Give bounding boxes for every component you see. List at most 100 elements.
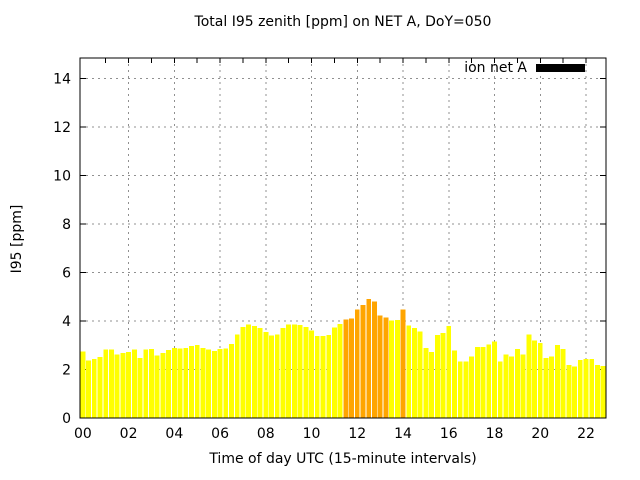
bar-18:00 — [492, 341, 497, 418]
bar-04:45 — [189, 346, 194, 418]
bar-05:45 — [211, 350, 217, 418]
bar-01:45 — [120, 352, 126, 418]
bar-12:45 — [372, 301, 377, 418]
x-tick-label: 06 — [211, 426, 229, 442]
bar-19:00 — [514, 348, 520, 418]
bar-14:00 — [400, 309, 406, 418]
bar-05:30 — [206, 349, 212, 418]
bar-02:00 — [126, 352, 132, 418]
bar-17:30 — [480, 347, 486, 418]
bar-10:30 — [320, 335, 326, 418]
bar-17:00 — [469, 356, 475, 418]
y-tick-label: 10 — [53, 168, 71, 184]
chart-title: Total I95 zenith [ppm] on NET A, DoY=050 — [194, 14, 492, 30]
bar-15:45 — [440, 332, 446, 418]
bar-17:45 — [486, 344, 492, 418]
legend-swatch — [536, 64, 585, 72]
bar-21:45 — [577, 359, 583, 418]
bar-12:15 — [360, 305, 366, 418]
x-tick-label: 22 — [577, 426, 595, 442]
bar-06:30 — [229, 344, 234, 418]
y-tick-label: 0 — [62, 411, 71, 427]
bar-10:45 — [326, 334, 332, 418]
bar-14:30 — [412, 328, 417, 418]
bar-12:00 — [354, 309, 360, 418]
bar-11:15 — [337, 323, 343, 418]
bar-11:30 — [343, 319, 349, 418]
x-tick-label: 12 — [348, 426, 366, 442]
bar-07:15 — [246, 324, 252, 418]
bar-00:15 — [86, 360, 92, 418]
x-tick-label: 02 — [120, 426, 138, 442]
bar-20:30 — [549, 356, 555, 418]
bar-18:15 — [497, 361, 503, 418]
bar-08:45 — [280, 328, 286, 418]
bar-04:15 — [177, 348, 183, 418]
bar-04:30 — [183, 347, 189, 418]
x-tick-label: 20 — [531, 426, 549, 442]
bar-09:30 — [297, 324, 303, 418]
y-tick-label: 4 — [62, 314, 71, 330]
bar-15:30 — [434, 335, 440, 418]
bar-13:30 — [389, 320, 395, 418]
bar-00:00 — [80, 351, 86, 418]
plot-frame — [79, 57, 607, 419]
legend: ion net A — [464, 61, 585, 75]
bar-13:15 — [383, 317, 389, 418]
y-tick-label: 14 — [53, 71, 71, 87]
bar-21:00 — [560, 348, 566, 418]
bar-08:15 — [269, 335, 274, 418]
bar-06:45 — [234, 334, 240, 418]
x-tick-label: 14 — [394, 426, 412, 442]
bar-05:15 — [200, 347, 206, 418]
bar-11:45 — [349, 318, 355, 418]
bar-16:00 — [446, 326, 452, 418]
bar-13:45 — [394, 320, 400, 418]
x-tick-label: 08 — [257, 426, 275, 442]
bar-03:00 — [149, 348, 154, 418]
bar-20:00 — [537, 342, 543, 418]
bar-12:30 — [366, 299, 372, 418]
bar-22:00 — [583, 359, 589, 418]
x-axis-label: Time of day UTC (15-minute intervals) — [209, 451, 477, 467]
bar-10:15 — [314, 335, 320, 418]
bar-04:00 — [171, 347, 177, 418]
bar-06:15 — [223, 348, 229, 418]
bar-07:45 — [257, 328, 263, 418]
bar-14:45 — [417, 331, 423, 418]
bar-10:00 — [309, 330, 314, 418]
bar-19:30 — [526, 334, 532, 418]
bar-09:00 — [286, 324, 292, 418]
bar-19:15 — [520, 354, 526, 418]
bar-16:15 — [452, 350, 457, 418]
bar-07:00 — [240, 327, 246, 418]
bar-03:15 — [154, 355, 160, 418]
bar-22:30 — [594, 364, 600, 418]
bar-21:30 — [572, 366, 577, 418]
bar-03:45 — [166, 350, 172, 418]
bar-11:00 — [331, 327, 337, 418]
bar-15:15 — [429, 352, 435, 418]
y-tick-label: 8 — [62, 217, 71, 233]
bar-05:00 — [194, 345, 200, 418]
bar-21:15 — [566, 364, 572, 418]
bar-02:30 — [137, 358, 143, 418]
bar-00:30 — [91, 358, 97, 418]
y-tick-label: 12 — [53, 120, 71, 136]
x-tick-label: 18 — [486, 426, 504, 442]
y-tick-label: 6 — [62, 265, 71, 281]
x-tick-label: 10 — [303, 426, 321, 442]
bar-01:30 — [114, 354, 120, 418]
bar-18:30 — [503, 354, 509, 418]
bar-08:00 — [263, 331, 269, 418]
bar-19:45 — [532, 340, 537, 418]
y-tick-label: 2 — [62, 362, 71, 378]
bar-09:15 — [291, 324, 297, 418]
bar-03:30 — [160, 352, 166, 418]
bar-17:15 — [474, 347, 480, 418]
bar-08:30 — [274, 334, 280, 418]
x-tick-label: 04 — [165, 426, 183, 442]
x-tick-label: 00 — [74, 426, 92, 442]
bar-16:45 — [463, 361, 469, 418]
bar-02:15 — [131, 349, 137, 418]
